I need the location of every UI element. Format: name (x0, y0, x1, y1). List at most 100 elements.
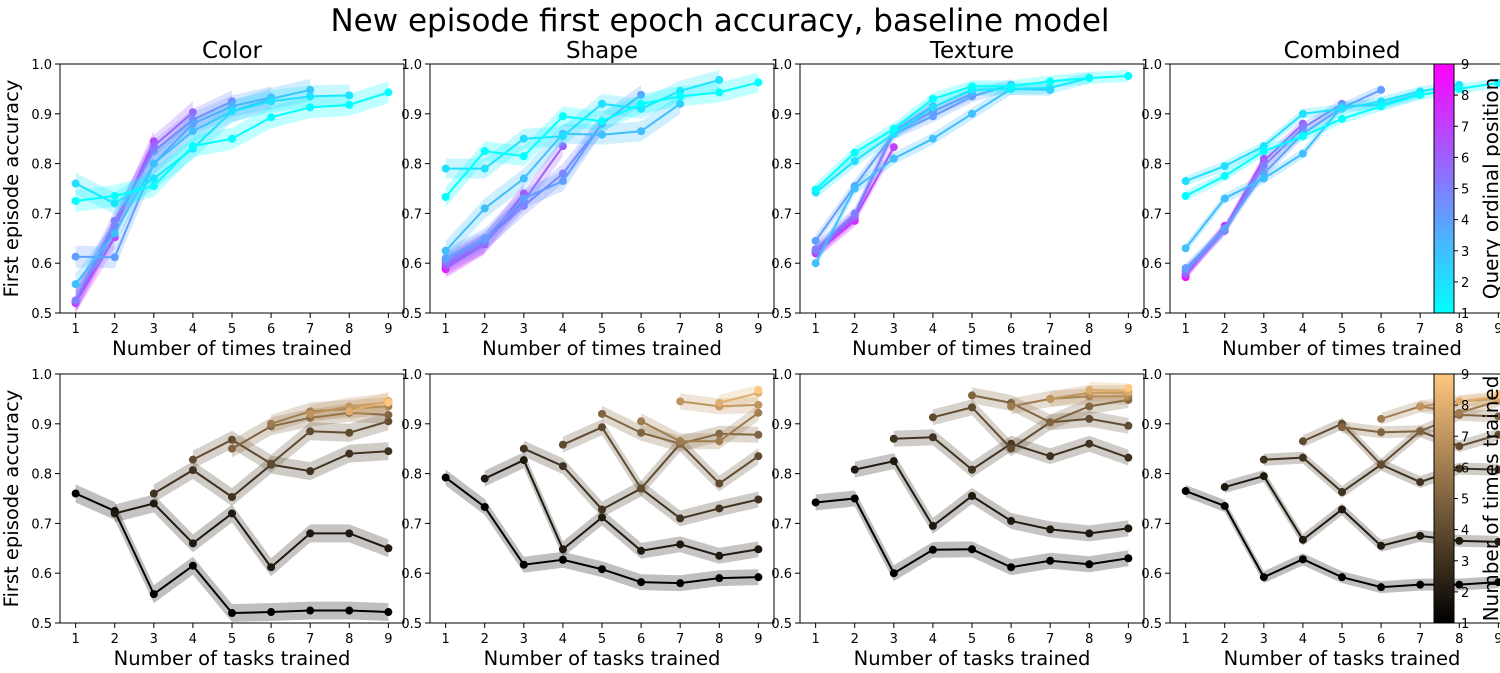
y-tick-label: 0.7 (1141, 207, 1162, 222)
data-point (384, 88, 393, 97)
data-point (1455, 580, 1464, 589)
series-band (641, 404, 759, 450)
chart-panel-4: Combined Number of times trained 1 2 3 4 5 6 7 8 9… (1141, 38, 1500, 360)
y-tick-label: 1.0 (771, 368, 792, 383)
data-point (1220, 162, 1229, 171)
x-tick-label: 5 (598, 632, 606, 647)
y-tick-label: 0.6 (771, 567, 792, 582)
series-line (1184, 88, 1382, 269)
data-point (1377, 428, 1386, 437)
data-point (110, 191, 119, 200)
data-point (889, 124, 898, 133)
series-line (562, 426, 759, 491)
x-tick-label: 6 (637, 322, 645, 337)
data-point (928, 433, 937, 442)
data-point (1007, 82, 1016, 91)
x-tick-label: 8 (1455, 322, 1463, 337)
y-tick-label: 0.6 (771, 257, 792, 272)
series-2 (480, 452, 763, 564)
series-1 (71, 81, 393, 212)
data-point (149, 159, 158, 168)
y-tick-label: 0.7 (401, 517, 422, 532)
data-point (228, 107, 236, 116)
data-point (889, 434, 898, 443)
data-point (558, 112, 567, 121)
y-tick-label: 0.8 (401, 468, 422, 483)
colorbar-tick-label: 8 (1461, 89, 1469, 104)
figure-suptitle: New episode first epoch accuracy, baseli… (330, 3, 1109, 39)
data-point (1181, 244, 1190, 253)
series-band (484, 452, 759, 564)
data-point (71, 280, 80, 289)
x-tick-label: 1 (71, 632, 79, 647)
plot-area (71, 78, 393, 313)
data-point (811, 259, 820, 268)
data-point (1046, 418, 1055, 427)
data-point (1085, 529, 1094, 538)
y-axis-label: First episode accuracy (0, 80, 23, 298)
y-tick-label: 0.8 (1141, 158, 1162, 173)
data-point (676, 86, 685, 95)
y-tick-label: 0.8 (31, 158, 52, 173)
data-point (1124, 524, 1133, 533)
data-point (754, 430, 763, 439)
data-point (441, 254, 450, 263)
y-tick-label: 0.6 (1141, 257, 1162, 272)
data-point (1416, 402, 1425, 411)
data-point (1259, 573, 1268, 582)
data-point (345, 428, 354, 437)
x-tick-label: 9 (754, 632, 762, 647)
data-point (1085, 439, 1094, 448)
data-point (1455, 408, 1464, 417)
data-point (306, 427, 315, 436)
y-tick-label: 0.9 (771, 108, 792, 123)
data-point (637, 484, 646, 493)
data-point (228, 134, 236, 143)
x-tick-label: 8 (715, 322, 723, 337)
series-1 (441, 72, 763, 207)
series-band (523, 440, 759, 527)
data-point (149, 147, 158, 156)
colorbar-tick-label: 6 (1461, 461, 1469, 476)
data-point (598, 423, 606, 432)
x-tick-label: 4 (1299, 632, 1307, 647)
series-band (75, 84, 350, 215)
x-tick-label: 9 (1124, 322, 1132, 337)
chart-title: Texture (929, 38, 1014, 64)
data-point (850, 157, 859, 166)
data-point (1494, 465, 1500, 474)
x-tick-label: 2 (851, 632, 859, 647)
series-line (854, 460, 1129, 535)
series-band (75, 78, 311, 296)
y-tick-label: 0.9 (31, 418, 52, 433)
data-point (1181, 487, 1190, 496)
series-band (445, 69, 720, 179)
x-tick-label: 8 (1085, 322, 1093, 337)
series-line (640, 412, 759, 443)
colorbar-tick-label: 5 (1461, 183, 1469, 198)
data-point (441, 164, 450, 173)
series-line (192, 420, 389, 465)
data-point (1338, 114, 1346, 123)
data-point (1085, 402, 1094, 411)
x-tick-label: 3 (150, 632, 158, 647)
y-tick-label: 1.0 (401, 58, 422, 73)
series-band (932, 399, 1129, 457)
y-tick-label: 0.7 (771, 517, 792, 532)
data-point (188, 119, 197, 128)
series-band (562, 419, 759, 497)
data-point (1085, 560, 1094, 569)
data-point (676, 92, 685, 101)
data-point (968, 492, 976, 501)
x-tick-label: 4 (559, 632, 567, 647)
data-point (1494, 78, 1500, 87)
data-point (850, 184, 859, 193)
y-tick-label: 0.8 (771, 158, 792, 173)
colorbar-1: 1 2 3 4 5 6 7 8 9 Query ordinal position (1433, 58, 1500, 322)
series-line (75, 94, 350, 205)
x-tick-label: 3 (520, 632, 528, 647)
series-line (445, 78, 720, 170)
data-point (345, 407, 354, 416)
y-tick-label: 0.5 (771, 617, 792, 632)
